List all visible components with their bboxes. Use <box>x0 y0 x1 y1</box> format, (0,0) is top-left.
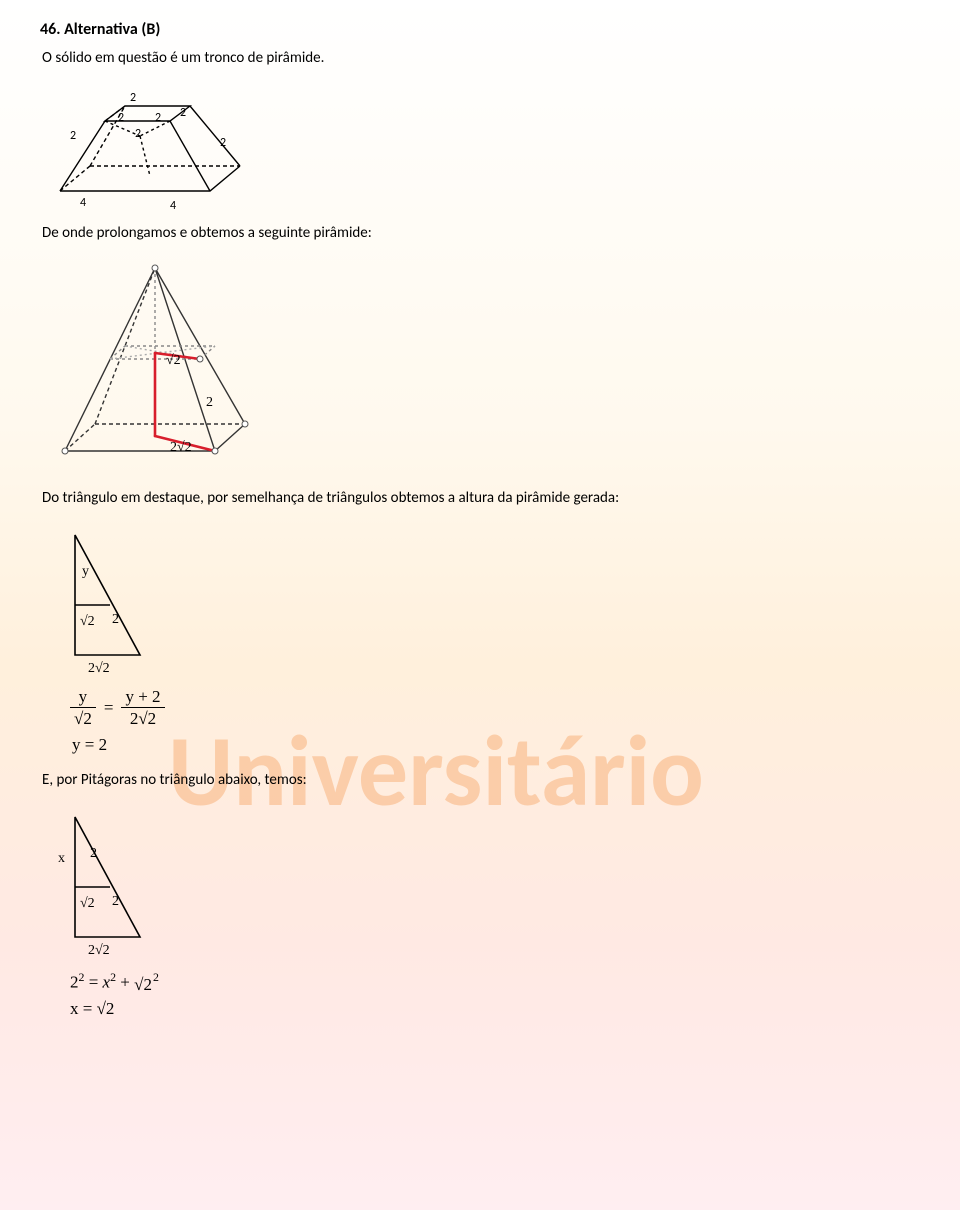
prolong-text: De onde prolongamos e obtemos a seguinte… <box>42 224 920 242</box>
pyramid-label: √2 <box>166 353 181 368</box>
sim-result: y = 2 <box>72 735 107 754</box>
trunk-label: 2 <box>130 91 136 105</box>
trunk-label: 2 <box>135 127 141 141</box>
tri-y-label: √2 <box>80 614 95 629</box>
tri-x-label: 2 <box>90 846 97 861</box>
figure-trunk: 2 2 2 2 2 2 2 4 4 <box>40 81 920 216</box>
tri-y-label: 2 <box>112 612 119 627</box>
tri-x-label: √2 <box>80 896 95 911</box>
trunk-label: 4 <box>170 199 176 211</box>
figure-triangle-x: x 2 √2 2 2√2 <box>40 807 920 962</box>
tri-x-label: 2√2 <box>88 943 110 957</box>
trunk-label: 4 <box>80 196 86 210</box>
tri-y-label: y <box>82 564 89 579</box>
trunk-label: 2 <box>180 106 186 120</box>
tri-y-label: 2√2 <box>88 661 110 675</box>
tri-x-label: 2 <box>112 894 119 909</box>
figure-pyramid: √2 2 2√2 <box>40 256 920 481</box>
figure-triangle-y: y √2 2 2√2 <box>40 525 920 680</box>
equation-pythagoras: 22 = x2 + √22 x = √2 <box>70 970 920 1019</box>
trunk-label: 2 <box>155 111 161 125</box>
tri-x-label: x <box>58 851 65 866</box>
sim-rhs-den: 2√2 <box>121 708 164 729</box>
trunk-label: 2 <box>118 111 124 125</box>
question-title: 46. Alternativa (B) <box>40 20 920 39</box>
pyt-result: x = √2 <box>70 999 114 1018</box>
sim-lhs-den: √2 <box>70 708 96 729</box>
pyramid-label: 2 <box>206 395 213 410</box>
trunk-label: 2 <box>70 129 76 143</box>
trunk-label: 2 <box>220 136 226 150</box>
sim-lhs-num: y <box>70 688 96 708</box>
equation-similarity: y √2 = y + 2 2√2 y = 2 <box>70 688 920 755</box>
pythagoras-text: E, por Pitágoras no triângulo abaixo, te… <box>42 771 920 789</box>
equals-sign: = <box>104 698 114 718</box>
pyramid-label: 2√2 <box>170 440 192 455</box>
sim-rhs-num: y + 2 <box>121 688 164 708</box>
intro-text: O sólido em questão é um tronco de pirâm… <box>42 49 920 67</box>
similar-text: Do triângulo em destaque, por semelhança… <box>42 489 920 507</box>
